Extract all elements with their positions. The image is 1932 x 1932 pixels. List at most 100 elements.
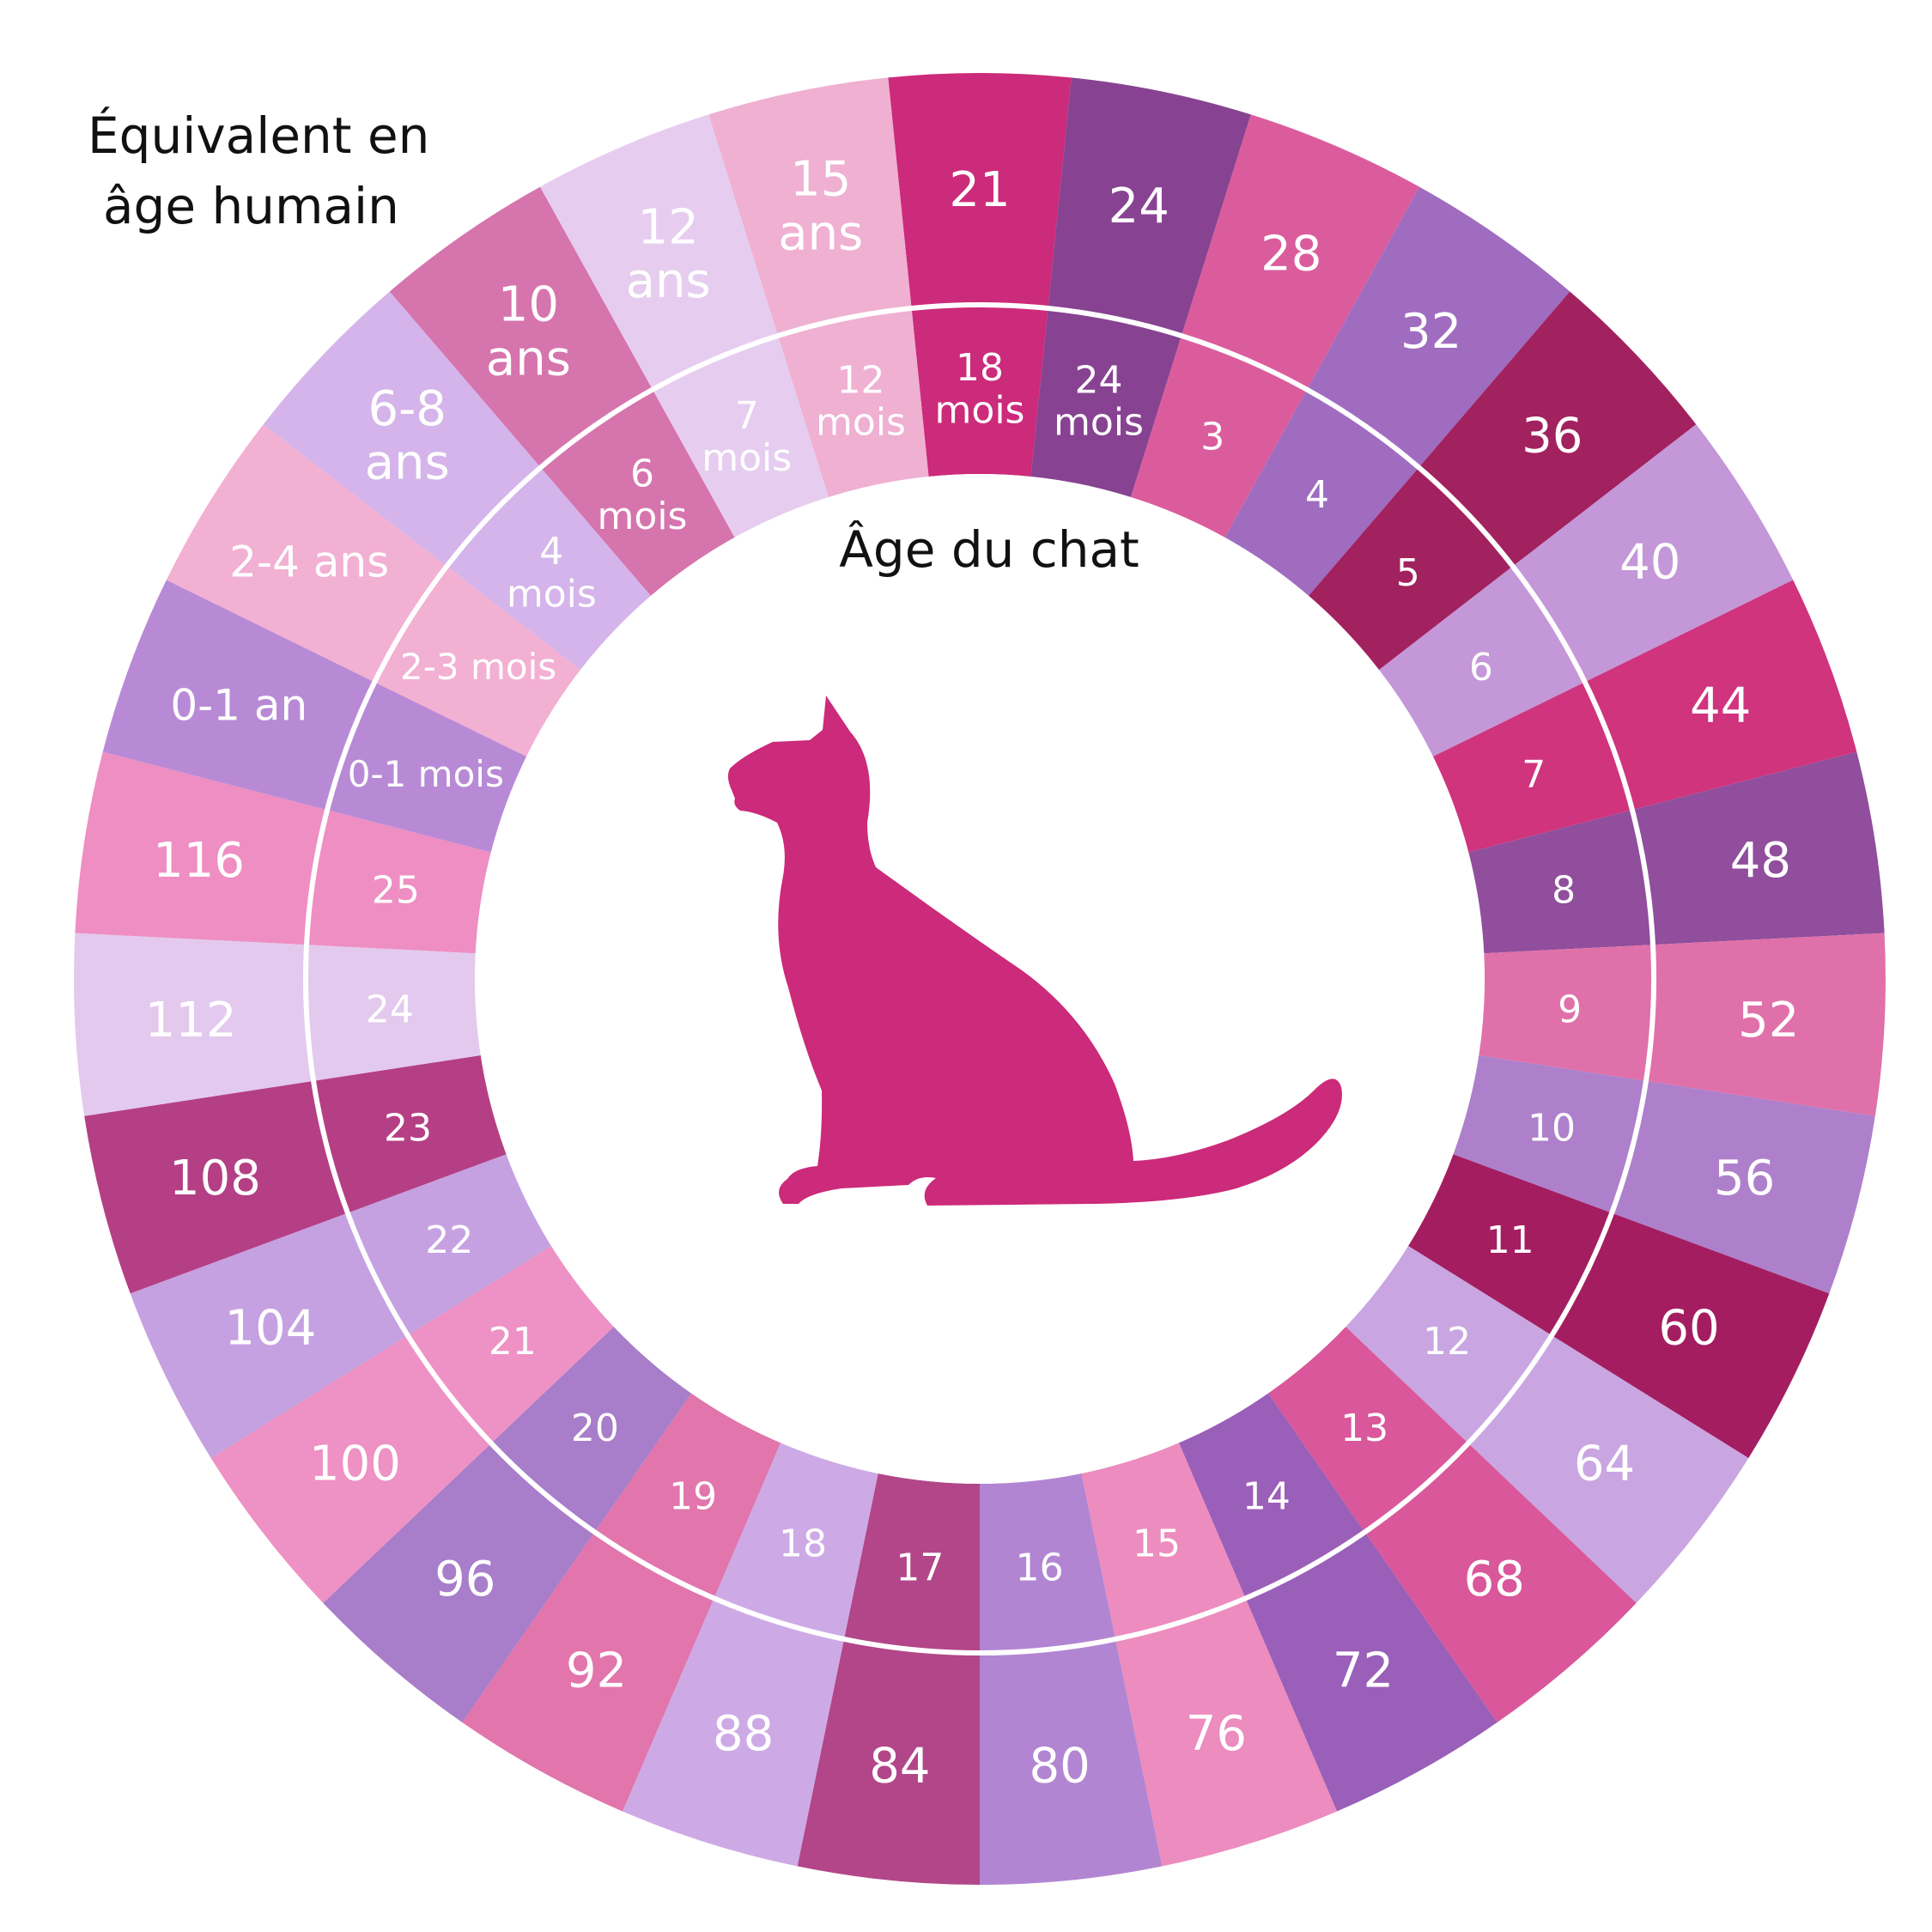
human-age-label: 92 — [566, 1643, 627, 1699]
cat-age-label: 5 — [1396, 551, 1420, 595]
segment-wedge — [84, 1055, 507, 1294]
cat-age-label: 4 — [1305, 473, 1329, 517]
cat-age-label: 17 — [896, 1546, 944, 1589]
segment-wedge — [74, 933, 481, 1116]
human-age-label: 36 — [1522, 408, 1583, 464]
cat-age-label: 3 — [1200, 416, 1224, 459]
human-age-label: 48 — [1730, 833, 1791, 889]
segment-wedge — [980, 1473, 1163, 1885]
cat-age-label: 12 mois — [816, 358, 906, 444]
cat-age-label: 10 — [1528, 1106, 1576, 1150]
segment-wedge — [1030, 77, 1251, 498]
human-age-label: 2-4 ans — [229, 537, 389, 586]
human-age-label: 60 — [1658, 1300, 1719, 1356]
segment-wedge — [1432, 580, 1857, 853]
segment-wedge — [1408, 1154, 1830, 1459]
cat-age-label: 21 — [489, 1320, 537, 1364]
cat-age-label: 7 mois — [702, 394, 792, 480]
human-age-label: 76 — [1186, 1706, 1247, 1762]
segment-wedge — [75, 751, 491, 954]
human-age-label: 88 — [713, 1706, 774, 1762]
cat-age-label: 6 mois — [598, 453, 688, 538]
inner-ring-label: Âge du chat — [839, 519, 1139, 579]
human-age-label: 0-1 an — [170, 681, 307, 731]
segment-wedge — [623, 1443, 878, 1867]
cat-age-label: 6 — [1469, 646, 1493, 690]
cat-age-label: 13 — [1340, 1406, 1388, 1450]
segment-wedge — [130, 1154, 551, 1459]
segment-wedge — [1346, 1246, 1749, 1603]
segment-wedge — [1379, 424, 1794, 756]
human-age-label: 56 — [1714, 1151, 1775, 1206]
wheel-segments — [74, 72, 1886, 1885]
human-age-label: 44 — [1690, 678, 1751, 734]
segment-wedge — [797, 1473, 980, 1885]
cat-age-label: 7 — [1522, 753, 1546, 797]
segment-wedge — [263, 291, 651, 671]
segment-wedge — [1453, 1055, 1875, 1294]
outer-ring-label-line-2: âge humain — [103, 177, 399, 235]
human-age-label: 15 ans — [778, 152, 863, 262]
segment-wedge — [389, 186, 735, 596]
human-age-label: 24 — [1109, 179, 1170, 234]
segment-wedge — [1178, 1393, 1498, 1812]
human-age-label: 68 — [1464, 1552, 1525, 1607]
segment-wedge — [1081, 1443, 1337, 1867]
cat-age-label: 23 — [384, 1106, 432, 1150]
cat-age-label: 16 — [1016, 1546, 1064, 1589]
segment-wedge — [1479, 933, 1886, 1116]
segment-wedge — [708, 77, 929, 498]
cat-age-label: 24 mois — [1054, 358, 1144, 444]
cat-age-label: 8 — [1552, 869, 1576, 913]
segment-wedge — [888, 72, 1072, 477]
cat-age-label: 2-3 mois — [400, 646, 556, 688]
segment-wedge — [1468, 751, 1885, 954]
cat-age-label: 19 — [669, 1474, 717, 1518]
human-age-label: 72 — [1333, 1643, 1394, 1699]
human-age-label: 6-8 ans — [365, 381, 450, 491]
human-age-label: 40 — [1619, 535, 1680, 591]
segment-wedge — [1267, 1327, 1637, 1722]
human-age-label: 28 — [1261, 227, 1321, 283]
cat-age-label: 25 — [372, 869, 420, 913]
human-age-label: 52 — [1738, 993, 1799, 1048]
cat-age-label: 20 — [571, 1406, 619, 1450]
cat-age-label: 24 — [366, 988, 414, 1032]
human-age-label: 96 — [434, 1552, 495, 1607]
segment-wedge — [1309, 291, 1697, 671]
human-age-label: 116 — [153, 833, 245, 889]
human-age-label: 112 — [145, 993, 237, 1048]
segment-wedge — [210, 1246, 614, 1603]
human-age-label: 80 — [1029, 1738, 1090, 1794]
segment-wedge — [462, 1393, 781, 1812]
cat-age-label: 22 — [425, 1218, 473, 1262]
segment-wedge — [323, 1327, 692, 1722]
wheel-labels: 21 18 mois 24 24 mois 28 3 32 4 36 5 40 6 44 7 48 8 52 9 56 1… — [145, 152, 1800, 1795]
human-age-label: 104 — [225, 1300, 317, 1356]
cat-age-label: 14 — [1242, 1474, 1291, 1518]
cat-age-label: 11 — [1486, 1218, 1534, 1262]
cat-silhouette-icon — [727, 696, 1342, 1206]
human-age-label: 21 — [949, 162, 1010, 218]
human-age-label: 108 — [169, 1151, 261, 1206]
human-age-label: 32 — [1400, 304, 1461, 360]
cat-age-label: 0-1 mois — [348, 753, 504, 795]
human-age-label: 10 ans — [486, 277, 571, 387]
segment-wedge — [1224, 186, 1571, 596]
cat-age-label: 9 — [1558, 988, 1582, 1032]
human-age-label: 12 ans — [626, 199, 711, 309]
cat-age-label: 18 — [779, 1522, 827, 1565]
divider-ring — [303, 302, 1656, 1656]
human-age-label: 100 — [309, 1436, 401, 1492]
human-age-label: 84 — [869, 1738, 930, 1794]
human-age-label: 64 — [1574, 1436, 1635, 1492]
segment-wedge — [540, 114, 829, 538]
cat-age-label: 18 mois — [935, 346, 1025, 432]
outer-ring-label: Équivalent en — [88, 106, 429, 165]
cat-age-label: 12 — [1423, 1320, 1471, 1364]
cat-age-label: 15 — [1133, 1522, 1181, 1565]
segment-wedge — [102, 580, 527, 853]
segment-wedge — [166, 424, 581, 756]
cat-age-label: 4 mois — [507, 530, 597, 616]
